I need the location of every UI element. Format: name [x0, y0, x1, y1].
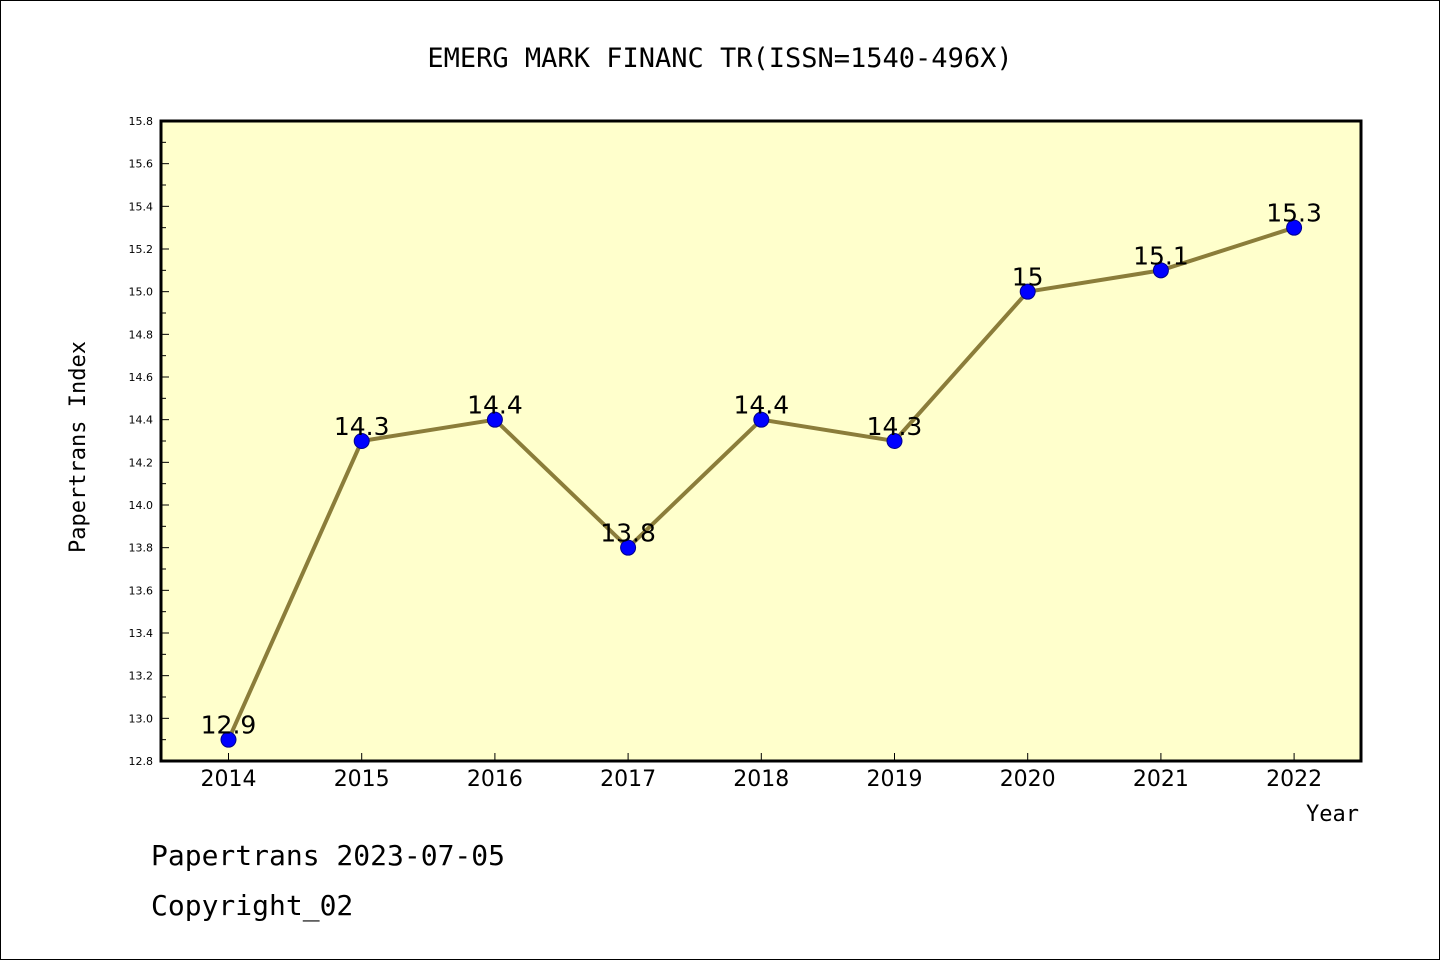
x-tick-label: 2014	[201, 767, 257, 792]
data-label: 13.8	[600, 519, 656, 548]
data-label: 15.3	[1266, 199, 1322, 228]
y-axis-ticks: 12.8 13.0 13.2 13.4 13.6 13.8 14.0 14.2 14.4 14.6…	[129, 115, 169, 768]
y-tick-label: 15.8	[129, 115, 154, 128]
y-tick-label: 15.2	[129, 243, 154, 256]
y-tick-label: 13.4	[129, 627, 154, 640]
data-label: 15	[1012, 263, 1044, 292]
y-tick-label: 12.8	[129, 755, 154, 768]
data-label: 14.3	[334, 412, 390, 441]
y-tick-label: 14.4	[129, 414, 154, 427]
data-point	[1152, 262, 1169, 279]
y-tick-label: 14.6	[129, 371, 154, 384]
data-point	[620, 539, 637, 556]
data-label: 14.3	[867, 412, 923, 441]
data-label: 14.4	[733, 391, 789, 420]
data-labels: 12.9 14.3 14.4 13.8 14.4 14.3 15 15.1 15.3	[201, 199, 1322, 740]
y-tick-label: 15.4	[129, 200, 154, 213]
data-label: 12.9	[201, 711, 257, 740]
series-group	[220, 219, 1303, 748]
x-tick-label: 2017	[600, 767, 656, 792]
y-tick-label: 15.0	[129, 286, 154, 299]
data-point	[886, 433, 903, 449]
footer-date: Papertrans 2023-07-05	[151, 839, 505, 872]
x-tick-label: 2018	[733, 767, 789, 792]
y-tick-label: 14.2	[129, 456, 154, 469]
data-point	[753, 411, 770, 428]
data-label: 15.1	[1133, 241, 1189, 270]
x-tick-label: 2021	[1133, 767, 1189, 792]
y-tick-label: 13.2	[129, 670, 154, 683]
x-tick-label: 2015	[334, 767, 390, 792]
x-axis-ticks: 2014 2015 2016 2017 2018 2019 2020 2021 2022	[201, 753, 1322, 792]
x-tick-label: 2019	[867, 767, 923, 792]
y-tick-label: 14.0	[129, 499, 154, 512]
data-point	[486, 411, 503, 428]
data-point	[220, 731, 237, 748]
plot-area	[159, 119, 1363, 763]
y-tick-label: 13.0	[129, 712, 154, 725]
x-tick-label: 2022	[1266, 767, 1322, 792]
data-label: 14.4	[467, 391, 523, 420]
footer-copyright: Copyright_02	[151, 889, 353, 923]
x-tick-label: 2020	[1000, 767, 1056, 792]
x-axis-label: Year	[1306, 802, 1359, 827]
data-point	[1019, 283, 1036, 300]
y-axis-label: Papertrans Index	[66, 341, 91, 553]
chart-title: EMERG MARK FINANC TR(ISSN=1540-496X)	[427, 43, 1012, 74]
y-tick-label: 14.8	[129, 328, 154, 341]
y-tick-label: 15.6	[129, 158, 154, 171]
x-tick-label: 2016	[467, 767, 523, 792]
y-tick-label: 13.8	[129, 542, 154, 555]
data-point	[353, 433, 370, 449]
y-tick-label: 13.6	[129, 584, 154, 597]
data-point	[1286, 219, 1303, 236]
